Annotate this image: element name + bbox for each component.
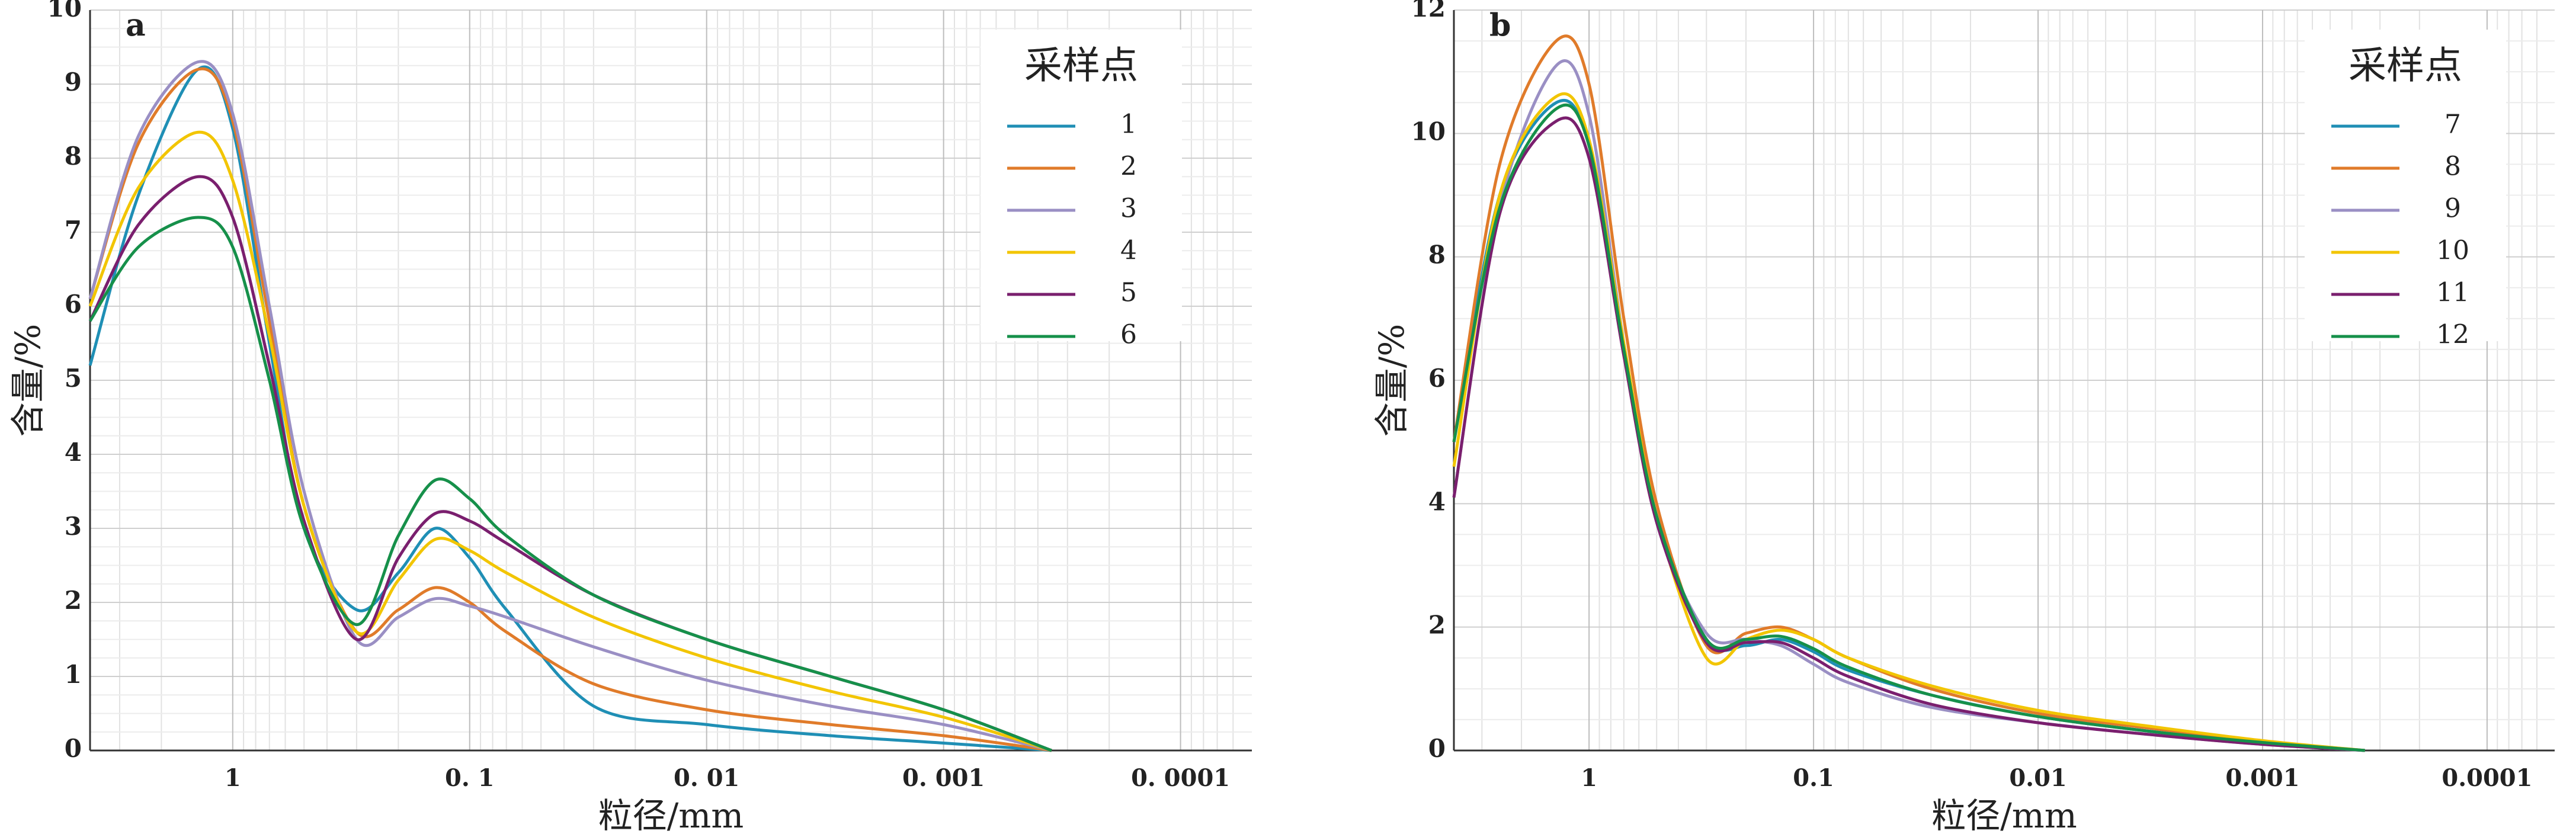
x-tick-label: 0.1 (1793, 764, 1834, 792)
y-tick-label: 10 (47, 0, 82, 23)
legend-label: 8 (2444, 152, 2461, 182)
x-tick-label: 0.001 (2225, 764, 2299, 792)
legend-label: 4 (1120, 236, 1137, 266)
legend-label: 3 (1120, 194, 1137, 224)
x-axis-label: 粒径/mm (1931, 795, 2077, 834)
legend-label: 2 (1120, 152, 1137, 182)
legend-box (2305, 30, 2506, 341)
legend-label: 10 (2436, 236, 2469, 266)
data-line (88, 60, 1052, 752)
y-tick-label: 10 (1411, 117, 1446, 146)
data-line (1452, 98, 2365, 752)
y-tick-label: 4 (65, 438, 82, 467)
legend-box (981, 30, 1182, 341)
legend-label: 7 (2444, 110, 2461, 140)
y-axis-label: 含量/% (1372, 324, 1412, 437)
legend-label: 9 (2444, 194, 2461, 224)
legend-label: 5 (1120, 278, 1137, 308)
y-axis-label: 含量/% (8, 324, 48, 437)
data-line (1452, 34, 2365, 752)
legend-label: 1 (1120, 110, 1137, 140)
legend-label: 11 (2436, 278, 2469, 308)
data-line (88, 216, 1052, 752)
data-line (1452, 103, 2365, 752)
data-line (88, 130, 1052, 752)
y-tick-label: 2 (1428, 611, 1446, 640)
legend-title: 采样点 (1024, 44, 1138, 88)
data-line (1452, 116, 2365, 752)
y-tick-label: 12 (1411, 0, 1446, 23)
y-tick-label: 1 (65, 660, 82, 689)
data-line (1452, 92, 2365, 752)
y-tick-label: 8 (1428, 240, 1446, 270)
y-tick-label: 5 (65, 364, 82, 393)
legend-label: 6 (1120, 320, 1137, 350)
y-tick-label: 0 (1428, 734, 1446, 763)
x-tick-label: 0.01 (2009, 764, 2066, 792)
x-tick-label: 1 (225, 764, 241, 792)
y-tick-label: 0 (65, 734, 82, 763)
x-tick-label: 1 (1581, 764, 1597, 792)
y-tick-label: 7 (65, 216, 82, 245)
y-tick-label: 3 (65, 512, 82, 541)
legend-label: 12 (2436, 320, 2469, 350)
y-tick-label: 6 (65, 290, 82, 319)
x-tick-label: 0. 001 (902, 764, 985, 792)
x-tick-label: 0. 1 (445, 764, 495, 792)
legend-title: 采样点 (2348, 44, 2462, 88)
x-tick-label: 0. 01 (674, 764, 739, 792)
x-tick-label: 0.0001 (2442, 764, 2532, 792)
panel-label: b (1489, 8, 1511, 44)
panel-label: a (126, 8, 146, 44)
y-tick-label: 2 (65, 586, 82, 615)
y-tick-label: 6 (1428, 364, 1446, 393)
panel: 0 2 4 6 8 10 12 1 0.1 0.01 0.001 0.0001 b 粒径/mm 含量/% 采样… (1372, 0, 2555, 834)
panel: 0 1 2 3 4 5 6 7 8 9 10 1 0. 1 0. 01 0. 001 0. 0001 a 粒径/m… (8, 0, 1252, 834)
y-tick-label: 8 (65, 142, 82, 171)
data-line (88, 67, 1052, 752)
data-line (88, 175, 1052, 752)
x-axis-label: 粒径/mm (598, 795, 744, 834)
x-tick-label: 0. 0001 (1131, 764, 1230, 792)
data-line (88, 65, 1052, 752)
y-tick-label: 9 (65, 68, 82, 97)
y-tick-label: 4 (1428, 487, 1446, 516)
